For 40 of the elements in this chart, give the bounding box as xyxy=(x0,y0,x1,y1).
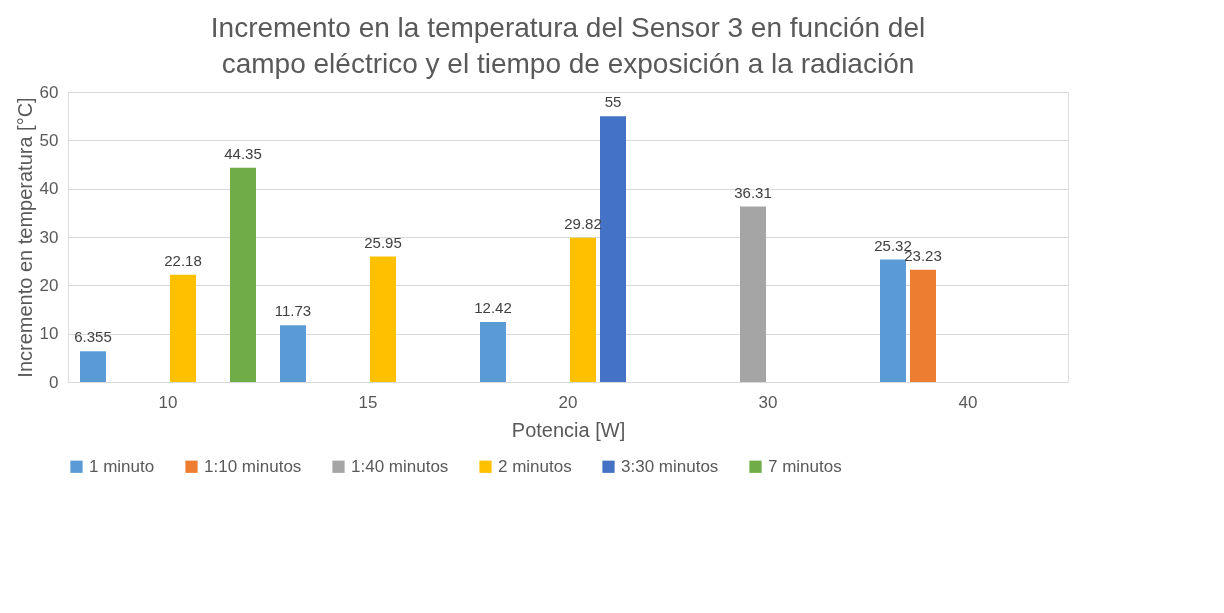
y-tick-label: 0 xyxy=(49,372,59,392)
bar xyxy=(170,274,196,382)
legend-label: 2 minutos xyxy=(498,456,572,476)
data-label: 55 xyxy=(604,93,622,111)
bar xyxy=(480,321,506,382)
bar xyxy=(740,206,766,382)
data-label: 12.42 xyxy=(474,298,512,316)
x-tick-label: 10 xyxy=(158,392,178,412)
bar xyxy=(230,167,256,382)
x-tick-label: 40 xyxy=(958,392,978,412)
data-label: 25.95 xyxy=(364,233,402,251)
x-tick-label: 30 xyxy=(758,392,778,412)
x-tick-label: 20 xyxy=(558,392,578,412)
legend-label: 1:10 minutos xyxy=(204,456,302,476)
bar xyxy=(880,259,906,382)
bar xyxy=(80,351,106,382)
y-tick-label: 20 xyxy=(39,275,59,295)
bar xyxy=(910,269,936,382)
y-tick-label: 30 xyxy=(39,227,59,247)
bar xyxy=(370,256,396,382)
legend-label: 1 minuto xyxy=(89,456,155,476)
bar xyxy=(600,116,626,382)
legend-label: 7 minutos xyxy=(768,456,842,476)
x-axis-title: Potencia [W] xyxy=(511,418,626,441)
data-label: 44.35 xyxy=(224,144,262,162)
legend-label: 1:40 minutos xyxy=(351,456,449,476)
y-axis-title: Incremento en temperatura [°C] xyxy=(13,97,36,378)
y-tick-label: 10 xyxy=(39,324,59,344)
data-label: 11.73 xyxy=(274,302,312,320)
data-label: 36.31 xyxy=(734,183,772,201)
y-tick-label: 50 xyxy=(39,130,59,150)
data-label: 6.355 xyxy=(74,328,112,346)
bar xyxy=(280,325,306,382)
x-tick-label: 15 xyxy=(358,392,378,412)
chart-title: Incremento en la temperatura del Sensor 3 en función del campo eléctrico y el tiempo de exposición a la radiación xyxy=(210,12,926,79)
y-tick-label: 60 xyxy=(39,82,59,102)
legend-label: 3:30 minutos xyxy=(621,456,719,476)
data-label: 22.18 xyxy=(164,251,202,269)
y-tick-label: 40 xyxy=(39,179,59,199)
bar xyxy=(570,237,596,382)
